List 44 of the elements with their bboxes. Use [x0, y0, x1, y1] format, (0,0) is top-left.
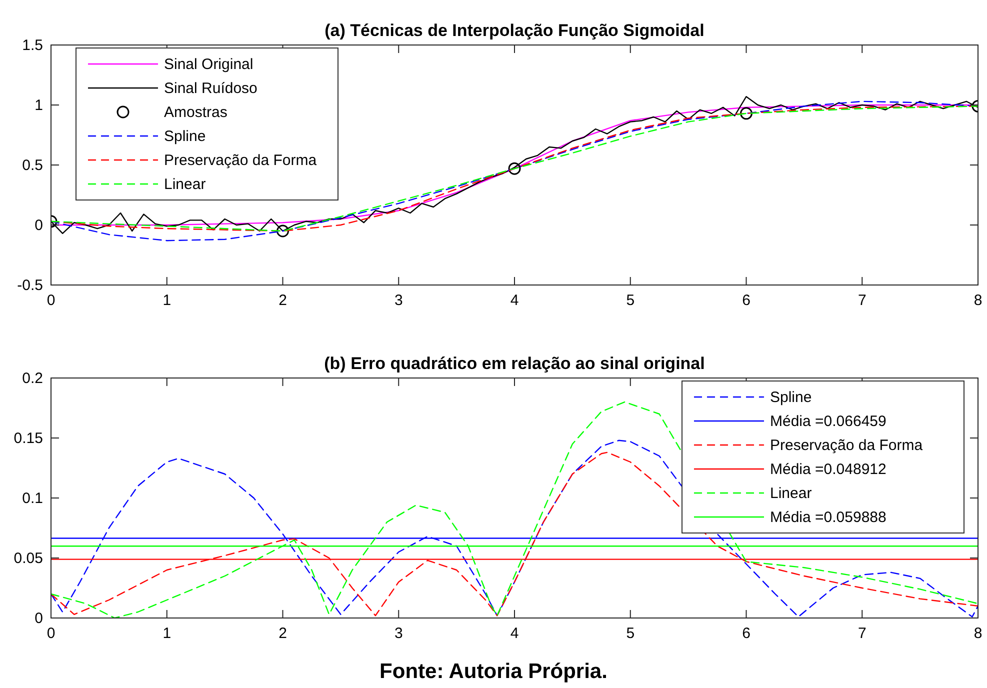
- legend-label: Média =0.048912: [770, 461, 886, 478]
- legend-label: Sinal Original: [164, 56, 254, 73]
- legend-label: Linear: [770, 485, 812, 502]
- legend-label: Média =0.066459: [770, 413, 886, 430]
- x-tick-label: 2: [278, 625, 287, 642]
- x-tick-label: 0: [46, 292, 56, 309]
- x-tick-label: 0: [46, 625, 56, 642]
- x-tick-label: 7: [858, 625, 866, 642]
- x-tick-label: 1: [162, 292, 172, 309]
- x-tick-label: 4: [510, 625, 519, 642]
- y-tick-label: 0.05: [14, 550, 43, 567]
- y-tick-label: 1.5: [22, 37, 43, 54]
- y-tick-label: 0.1: [22, 490, 43, 507]
- y-tick-label: 0.5: [22, 157, 43, 174]
- x-tick-label: 2: [278, 292, 287, 309]
- x-tick-label: 8: [974, 292, 982, 309]
- x-tick-label: 3: [394, 625, 403, 642]
- legend-label: Sinal Ruídoso: [164, 80, 258, 97]
- x-tick-label: 1: [162, 625, 172, 642]
- legend-label: Média =0.059888: [770, 509, 886, 526]
- y-tick-label: 0.2: [22, 370, 43, 387]
- legend-label: Spline: [164, 128, 206, 145]
- y-tick-label: 1: [34, 97, 43, 114]
- legend-label: Spline: [770, 389, 812, 406]
- legend-label: Linear: [164, 176, 206, 193]
- x-tick-label: 5: [626, 292, 635, 309]
- y-tick-label: 0: [34, 610, 43, 627]
- y-tick-label: 0.15: [14, 430, 43, 447]
- legend-label: Preservação da Forma: [770, 437, 924, 454]
- x-tick-label: 7: [858, 292, 866, 309]
- x-tick-label: 8: [974, 625, 982, 642]
- source-note: Fonte: Autoria Própria.: [380, 660, 608, 683]
- legend-label: Preservação da Forma: [164, 152, 318, 169]
- x-tick-label: 5: [626, 625, 635, 642]
- chart-title: (b) Erro quadrático em relação ao sinal original: [324, 354, 705, 373]
- legend-label: Amostras: [164, 104, 228, 121]
- x-tick-label: 6: [742, 292, 750, 309]
- y-tick-label: -0.5: [17, 277, 43, 294]
- point: [508, 162, 521, 175]
- x-tick-label: 3: [394, 292, 403, 309]
- chart-title: (a) Técnicas de Interpolação Função Sigmoidal: [324, 21, 704, 40]
- x-tick-label: 6: [742, 625, 750, 642]
- x-tick-label: 4: [510, 292, 519, 309]
- y-tick-label: 0: [34, 217, 43, 234]
